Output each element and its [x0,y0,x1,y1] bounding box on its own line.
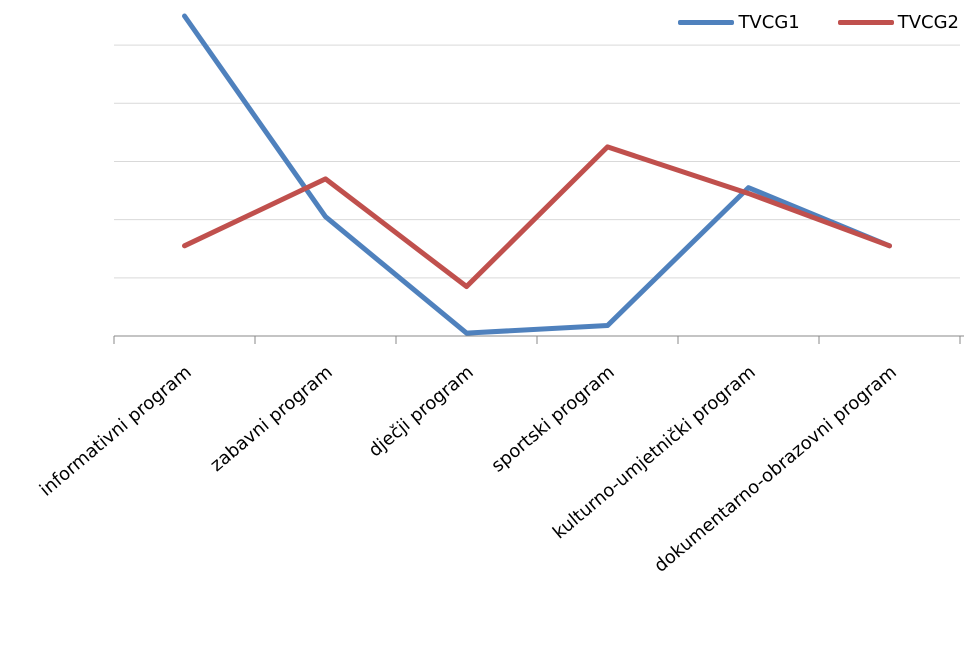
series-line-1 [185,16,890,333]
legend-item-series-1: TVCG1 [678,12,799,33]
legend-item-series-2: TVCG2 [838,12,959,33]
legend-label-series-2: TVCG2 [898,12,959,33]
legend-swatch-series-1 [678,20,734,25]
x-tick-label-2: zabavni program [206,362,336,476]
legend-swatch-series-2 [838,20,894,25]
x-tick-label-3: dječji program [365,362,478,462]
x-tick-label-4: sportski program [488,362,619,477]
legend-label-series-1: TVCG1 [738,12,799,33]
chart-legend: TVCG1 TVCG2 [678,12,959,33]
x-tick-label-6: dokumentarno-obrazovni program [650,362,901,577]
x-tick-label-1: informativni program [36,362,196,501]
